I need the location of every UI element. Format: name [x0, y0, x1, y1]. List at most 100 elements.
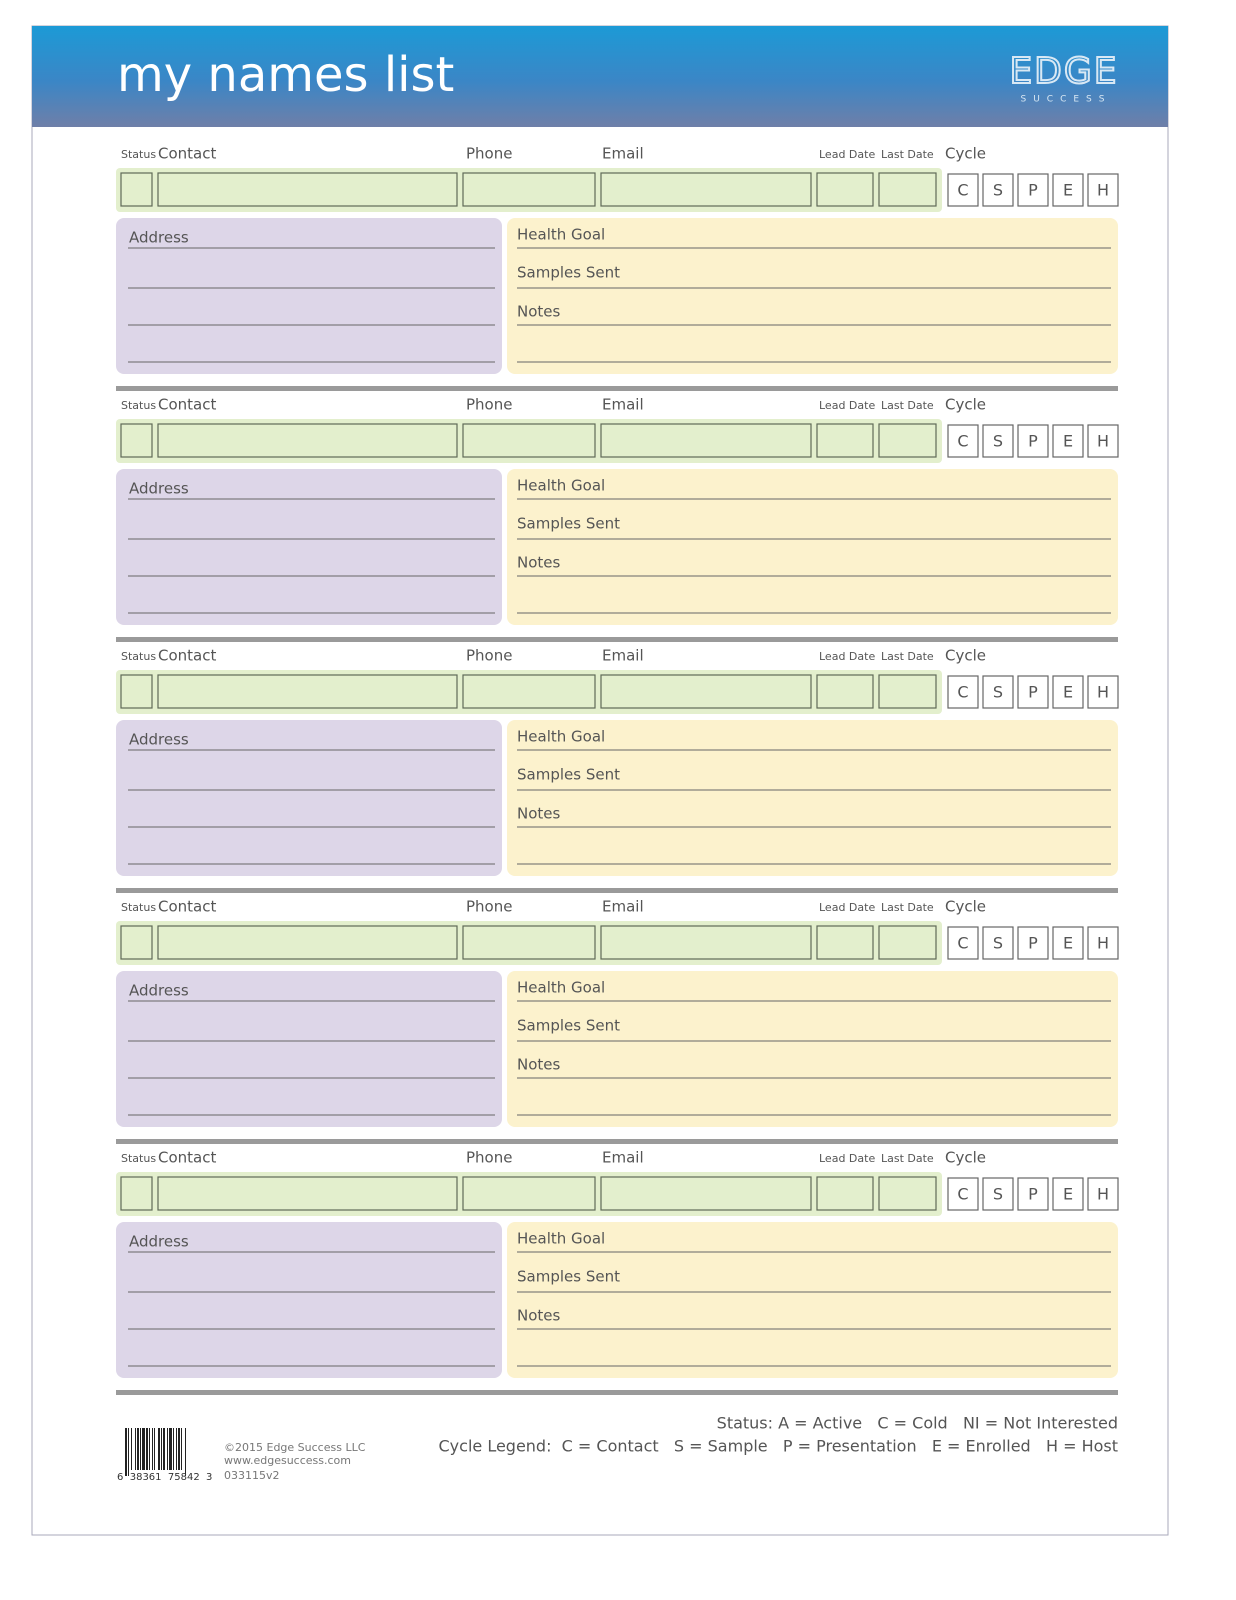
cycle-box [1017, 424, 1049, 458]
cycle-box [1052, 424, 1084, 458]
barcode-bar [140, 1428, 141, 1470]
phone-label: Phone [466, 898, 512, 916]
cycle-box [982, 926, 1014, 960]
cycle-box [1017, 926, 1049, 960]
cycle-box-letter: H [1097, 181, 1109, 200]
health-goal-label: Health Goal [517, 979, 605, 997]
cycle-box-letter: E [1063, 934, 1073, 953]
input-box [878, 423, 937, 458]
lead-date-label: Lead Date [819, 1152, 875, 1165]
cycle-box [1087, 424, 1119, 458]
phone-label: Phone [466, 145, 512, 163]
cycle-box-letter: S [993, 181, 1003, 200]
cycle-label: Cycle [945, 145, 986, 163]
address-panel [116, 1222, 502, 1378]
input-box [120, 1176, 153, 1211]
address-panel [116, 469, 502, 625]
address-label: Address [129, 229, 189, 247]
lead-date-label: Lead Date [819, 650, 875, 663]
cycle-box [947, 675, 979, 709]
input-box [462, 674, 596, 709]
status-label: Status [121, 399, 156, 412]
lead-date-label: Lead Date [819, 148, 875, 161]
cycle-box [1087, 173, 1119, 207]
barcode-bar [154, 1428, 155, 1470]
cycle-box-letter: E [1063, 432, 1073, 451]
barcode-bar [135, 1428, 136, 1470]
input-box [816, 925, 874, 960]
status-label: Status [121, 650, 156, 663]
input-box [462, 1176, 596, 1211]
health-goal-label: Health Goal [517, 728, 605, 746]
cycle-box-letter: P [1028, 432, 1038, 451]
cycle-box [1052, 675, 1084, 709]
page-title: my names list [117, 47, 454, 103]
cycle-box-letter: P [1028, 683, 1038, 702]
health-goal-label: Health Goal [517, 1230, 605, 1248]
samples-sent-label: Samples Sent [517, 264, 620, 282]
phone-label: Phone [466, 1149, 512, 1167]
contact-label: Contact [158, 145, 216, 163]
cycle-box [947, 926, 979, 960]
cycle-box-letter: H [1097, 683, 1109, 702]
cycle-box [982, 424, 1014, 458]
cycle-box-letter: S [993, 934, 1003, 953]
input-box [157, 1176, 458, 1211]
cycle-box-letter: P [1028, 1185, 1038, 1204]
address-panel [116, 720, 502, 876]
barcode-bar [169, 1428, 172, 1470]
lead-date-label: Lead Date [819, 901, 875, 914]
last-date-label: Last Date [881, 399, 934, 412]
barcode-bar [173, 1428, 174, 1470]
health-goal-label: Health Goal [517, 477, 605, 495]
samples-sent-label: Samples Sent [517, 515, 620, 533]
logo-tagline: SUCCESS [1021, 95, 1112, 105]
cycle-box [982, 1177, 1014, 1211]
address-label: Address [129, 731, 189, 749]
barcode-bar [131, 1428, 132, 1470]
barcode-bar [152, 1428, 153, 1470]
cycle-box [982, 173, 1014, 207]
barcode-bar [146, 1428, 148, 1470]
cycle-box-letter: S [993, 683, 1003, 702]
cycle-label: Cycle [945, 898, 986, 916]
input-box [878, 674, 937, 709]
input-box [878, 925, 937, 960]
email-label: Email [602, 898, 644, 916]
cycle-box-letter: H [1097, 934, 1109, 953]
input-box [600, 1176, 812, 1211]
details-panel [507, 1222, 1118, 1378]
cycle-box [1017, 173, 1049, 207]
input-box [462, 925, 596, 960]
address-label: Address [129, 1233, 189, 1251]
cycle-box-letter: H [1097, 432, 1109, 451]
copyright: ©2015 Edge Success LLC [224, 1441, 366, 1454]
notes-label: Notes [517, 805, 561, 823]
website: www.edgesuccess.com [224, 1454, 351, 1467]
cycle-box [1087, 926, 1119, 960]
barcode-bar [163, 1428, 165, 1470]
barcode-bar [161, 1428, 162, 1470]
barcode-bar [167, 1428, 168, 1470]
health-goal-label: Health Goal [517, 226, 605, 244]
input-box [462, 423, 596, 458]
input-box [120, 172, 153, 207]
input-box [120, 423, 153, 458]
separator [116, 637, 1118, 642]
cycle-box-letter: E [1063, 683, 1073, 702]
contact-label: Contact [158, 898, 216, 916]
input-box [462, 172, 596, 207]
status-legend: Status: A = Active C = Cold NI = Not Int… [717, 1414, 1118, 1433]
input-box [600, 925, 812, 960]
input-box [816, 674, 874, 709]
cycle-box-letter: E [1063, 1185, 1073, 1204]
address-panel [116, 971, 502, 1127]
cycle-box [947, 424, 979, 458]
cycle-box-letter: C [957, 683, 968, 702]
details-panel [507, 469, 1118, 625]
status-label: Status [121, 901, 156, 914]
contact-label: Contact [158, 647, 216, 665]
cycle-box [982, 675, 1014, 709]
